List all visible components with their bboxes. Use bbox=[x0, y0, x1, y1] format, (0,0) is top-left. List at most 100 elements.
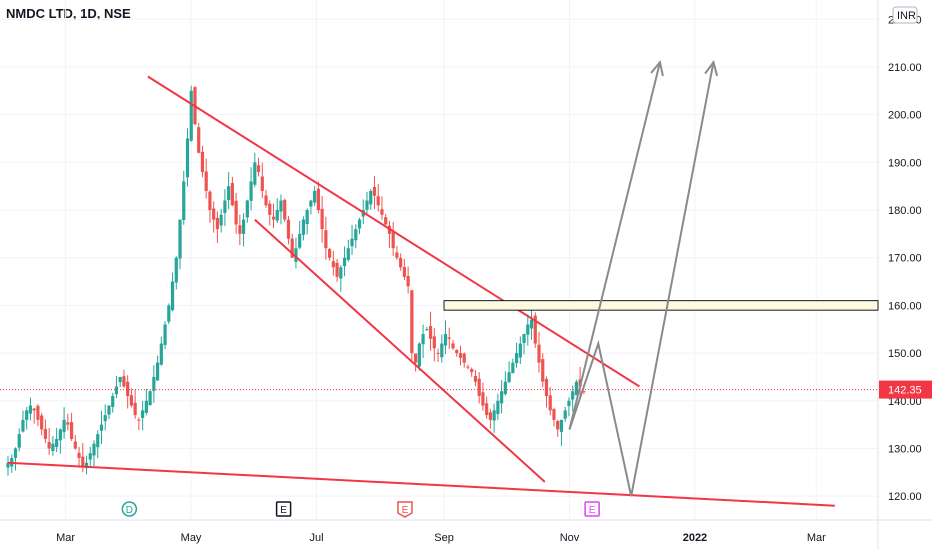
candle-body bbox=[533, 315, 537, 344]
candle-body bbox=[208, 191, 212, 211]
candle-body bbox=[148, 391, 152, 406]
candle-body bbox=[28, 405, 33, 414]
time-tick-label: Jul bbox=[309, 532, 323, 544]
earnings-event-icon[interactable] bbox=[397, 501, 413, 518]
candle-body bbox=[185, 138, 190, 178]
price-tick-label: 190.00 bbox=[888, 157, 922, 169]
candle-body bbox=[107, 405, 111, 415]
candle-body bbox=[25, 410, 29, 420]
candle-body bbox=[339, 267, 343, 279]
candle-body bbox=[514, 353, 519, 364]
candle-body bbox=[256, 165, 261, 172]
candle-body bbox=[346, 248, 350, 260]
projection-path-2 bbox=[568, 61, 661, 430]
candle-body bbox=[462, 353, 466, 363]
candle-body bbox=[62, 419, 66, 432]
candle-body bbox=[492, 410, 496, 421]
candle-body bbox=[331, 261, 335, 268]
candle-body bbox=[372, 186, 377, 196]
candle-body bbox=[51, 443, 55, 452]
candle-body bbox=[122, 376, 126, 387]
candle-body bbox=[488, 412, 492, 420]
candle-body bbox=[55, 438, 59, 448]
last-price-badge bbox=[879, 380, 932, 399]
currency-badge[interactable] bbox=[892, 6, 918, 24]
chart-title: NMDC LTD, 1D, NSE bbox=[6, 6, 131, 21]
candle-body bbox=[268, 203, 272, 215]
price-tick-label: 160.00 bbox=[888, 300, 922, 312]
candle-body bbox=[376, 196, 380, 206]
candle-body bbox=[234, 200, 238, 225]
candle-body bbox=[212, 208, 216, 220]
drawings-group bbox=[0, 59, 879, 507]
candle-body bbox=[559, 419, 564, 432]
candle-body bbox=[99, 424, 104, 431]
time-tick-label: 2022 bbox=[683, 532, 707, 544]
candle-body bbox=[365, 200, 369, 210]
price-tick-label: 150.00 bbox=[888, 348, 922, 360]
candle-body bbox=[391, 230, 395, 249]
candle-body bbox=[395, 252, 399, 258]
candle-body bbox=[77, 452, 81, 459]
candle-body bbox=[167, 305, 171, 322]
candle-body bbox=[219, 214, 223, 226]
candle-body bbox=[417, 343, 421, 367]
candle-body bbox=[88, 453, 92, 460]
candle-body bbox=[582, 391, 586, 393]
price-tick-label: 130.00 bbox=[888, 443, 922, 455]
dividend-event-icon[interactable] bbox=[121, 501, 138, 517]
price-tick-label: 140.00 bbox=[888, 396, 922, 408]
event-label: D bbox=[126, 505, 133, 516]
candle-body bbox=[507, 372, 511, 383]
earnings-event-icon[interactable] bbox=[275, 501, 292, 517]
candle-body bbox=[223, 200, 227, 213]
candle-body bbox=[485, 403, 489, 416]
candle-body bbox=[96, 434, 100, 448]
candle-body bbox=[455, 349, 459, 354]
candles-group bbox=[6, 85, 586, 476]
event-label: E bbox=[402, 505, 409, 516]
candle-body bbox=[380, 209, 384, 215]
candle-body bbox=[69, 422, 74, 439]
candle-body bbox=[518, 343, 522, 358]
candle-body bbox=[522, 334, 526, 344]
candle-body bbox=[230, 183, 234, 206]
projection-arrowhead bbox=[650, 59, 664, 77]
candle-body bbox=[279, 200, 283, 212]
candle-body bbox=[264, 195, 268, 206]
candle-body bbox=[92, 443, 96, 456]
candle-body bbox=[17, 434, 21, 448]
candle-body bbox=[6, 462, 10, 468]
candle-body bbox=[458, 353, 463, 358]
time-axis[interactable]: Mar May Jul Sep Nov 2022 Mar bbox=[56, 532, 826, 544]
candle-body bbox=[511, 362, 515, 374]
candle-body bbox=[137, 419, 141, 421]
candle-body bbox=[73, 441, 77, 449]
candle-body bbox=[313, 190, 317, 203]
upper-trendline bbox=[147, 75, 640, 388]
candle-body bbox=[324, 230, 328, 249]
candle-body bbox=[260, 176, 264, 191]
candle-body bbox=[503, 381, 507, 395]
candle-body bbox=[470, 369, 474, 373]
candle-body bbox=[238, 225, 242, 234]
candle-body bbox=[447, 337, 451, 339]
candle-body bbox=[103, 415, 107, 422]
candle-body bbox=[354, 229, 358, 241]
candle-body bbox=[21, 419, 25, 432]
candle-body bbox=[556, 421, 560, 430]
currency-label: INR bbox=[897, 10, 916, 22]
price-axis[interactable]: 120.00 130.00 140.00 150.00 160.00 170.00 180.… bbox=[879, 6, 932, 503]
candle-body bbox=[111, 396, 115, 407]
candle-body bbox=[290, 238, 294, 258]
price-tick-label: 170.00 bbox=[888, 253, 922, 265]
candle-body bbox=[477, 378, 481, 397]
candle-body bbox=[399, 257, 403, 268]
candle-body bbox=[496, 400, 500, 415]
candle-body bbox=[40, 415, 44, 430]
resistance-zone bbox=[443, 300, 879, 311]
earnings-event-icon[interactable] bbox=[584, 501, 600, 517]
price-tick-label: 200.00 bbox=[888, 110, 922, 122]
